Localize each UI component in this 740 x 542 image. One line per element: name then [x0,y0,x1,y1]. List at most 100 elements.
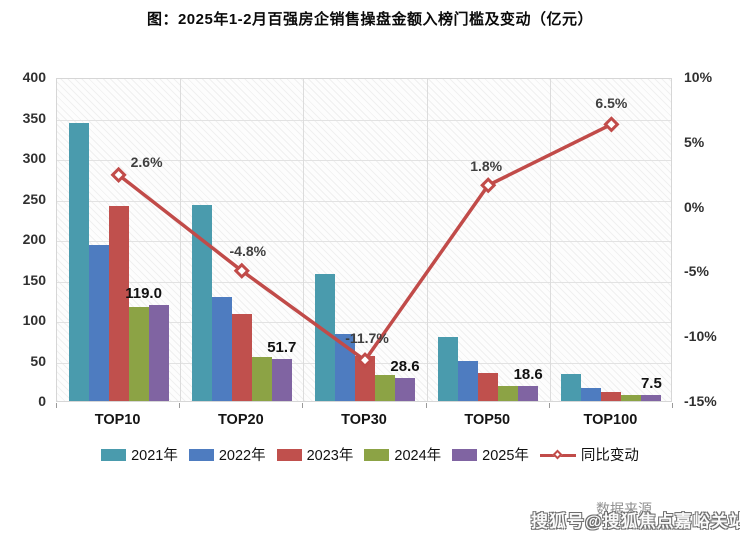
legend-item: 2025年 [452,444,529,465]
trend-pct-label: 6.5% [595,95,628,112]
bar-2021年-top100 [561,374,582,401]
legend-label: 2021年 [131,448,178,464]
trend-marker-diamond [233,262,250,279]
trend-marker-diamond [110,166,127,184]
legend-trend-line-icon [539,449,576,461]
watermark-text: 搜狐号@搜狐焦点嘉峪关站 [531,512,740,531]
legend-label: 同比变动 [580,448,639,464]
x-axis-tick [425,403,427,408]
bar-value-label: 7.5 [640,374,662,392]
gridline-horizontal [57,322,671,323]
bar-2022年-top100 [581,387,602,401]
gridline-horizontal [57,200,671,202]
trend-pct-label: 1.8% [470,158,503,175]
gridline-vertical [549,79,551,401]
gridline-horizontal [57,241,671,242]
bar-2025年-top30 [395,377,415,401]
bar-value-label: 51.7 [267,339,297,357]
gridline-horizontal [57,281,671,283]
legend-item: 2021年 [101,444,178,465]
legend-label: 2025年 [482,448,529,464]
gridline-vertical [303,79,305,401]
legend: 2021年 2022年 2023年 2024年 2025年 同比变动 [0,444,740,465]
legend-swatch [452,448,478,461]
bar-2025年-top50 [518,385,539,401]
x-axis-tick [548,403,550,408]
bar-2021年-top10 [68,123,89,401]
left-axis-tick-label: 150 [22,271,46,288]
left-axis-tick-label: 350 [22,109,46,126]
right-axis-tick-label: -5% [684,263,709,280]
bar-2025年-top10 [148,304,169,401]
right-axis-tick-label: 5% [684,133,705,150]
bar-group-top50 [438,337,539,401]
left-axis-tick-label: 50 [30,352,46,369]
left-axis-tick-label: 100 [22,312,46,328]
bar-value-label: 28.6 [390,357,420,375]
x-axis-tick [672,403,673,408]
x-axis-label-top10: TOP10 [94,412,141,428]
bar-2021年-top30 [315,273,335,401]
legend-item: 2022年 [188,444,266,465]
right-axis-tick-label: 10% [684,69,713,85]
left-axis-tick-label: 400 [22,69,46,85]
bar-2024年-top50 [498,386,519,401]
legend-swatch [364,448,390,461]
legend-item: 2024年 [364,444,441,465]
legend-diamond-icon [552,449,563,459]
gridline-vertical [180,79,182,401]
gridline-horizontal [57,119,671,121]
right-axis-tick-label: -10% [684,328,717,345]
legend-item-trend: 同比变动 [539,444,639,465]
left-axis-tick-label: 300 [22,150,46,166]
bar-2025年-top20 [271,359,292,401]
trend-pct-label: 2.6% [130,153,163,170]
bar-group-top10 [68,123,169,401]
right-axis-tick-label: 0% [684,198,705,215]
bar-2024年-top20 [251,357,272,401]
legend-label: 2023年 [306,448,354,464]
bar-2022年-top50 [458,360,479,401]
bar-2023年-top30 [355,355,375,401]
x-axis-label-top30: TOP30 [341,412,387,428]
trend-line-svg [110,116,620,369]
x-axis-tick [302,403,304,408]
left-axis-tick-label: 0 [38,393,46,409]
plot-area: 119.0 51.7 28.6 18.6 7.5 2.6% -4.8% -11.7% 1.8% 6… [56,78,672,402]
legend-item: 2023年 [276,444,354,465]
bar-2023年-top100 [601,392,622,401]
legend-label: 2022年 [218,448,266,464]
bar-2022年-top10 [88,244,109,401]
bar-value-label: 18.6 [513,365,543,383]
bar-2024年-top100 [621,395,642,401]
right-axis-tick-label: -15% [684,393,717,409]
bar-2024年-top30 [375,374,395,401]
gridline-horizontal [57,160,671,161]
trend-marker-diamond [480,177,497,194]
bar-2023年-top20 [231,314,252,401]
trend-pct-label: -11.7% [345,330,389,347]
bar-2022年-top20 [211,297,232,401]
bar-2021年-top20 [191,204,212,401]
x-axis-label-top100: TOP100 [583,412,638,428]
trend-marker-diamond [356,352,374,369]
bar-group-top100 [561,374,662,401]
bar-group-top20 [191,204,292,401]
bar-2023年-top50 [478,373,499,401]
bar-value-label: 119.0 [125,284,162,302]
x-axis-tick [56,403,57,408]
trend-line [117,122,613,363]
legend-swatch [276,448,302,461]
bar-2024年-top10 [128,307,149,401]
bar-2025年-top100 [641,394,662,401]
chart-title: 图：2025年1-2月百强房企销售操盘金额入榜门槛及变动（亿元） [146,11,594,28]
left-axis-tick-label: 250 [22,190,46,207]
left-axis-tick-label: 200 [22,231,46,247]
legend-label: 2024年 [394,448,442,464]
legend-swatch [101,448,127,461]
data-source-label: 数据来源 [596,501,652,517]
bar-2023年-top10 [108,205,129,401]
bar-2021年-top50 [438,337,459,401]
trend-pct-label: -4.8% [229,242,267,259]
